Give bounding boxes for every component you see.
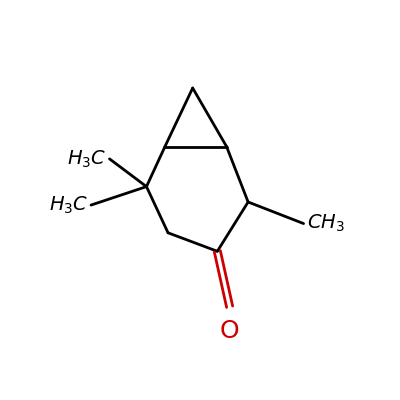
Text: $CH_3$: $CH_3$ bbox=[307, 213, 344, 234]
Text: $H_3C$: $H_3C$ bbox=[48, 194, 88, 216]
Text: $H_3C$: $H_3C$ bbox=[67, 148, 106, 170]
Text: O: O bbox=[220, 319, 240, 343]
